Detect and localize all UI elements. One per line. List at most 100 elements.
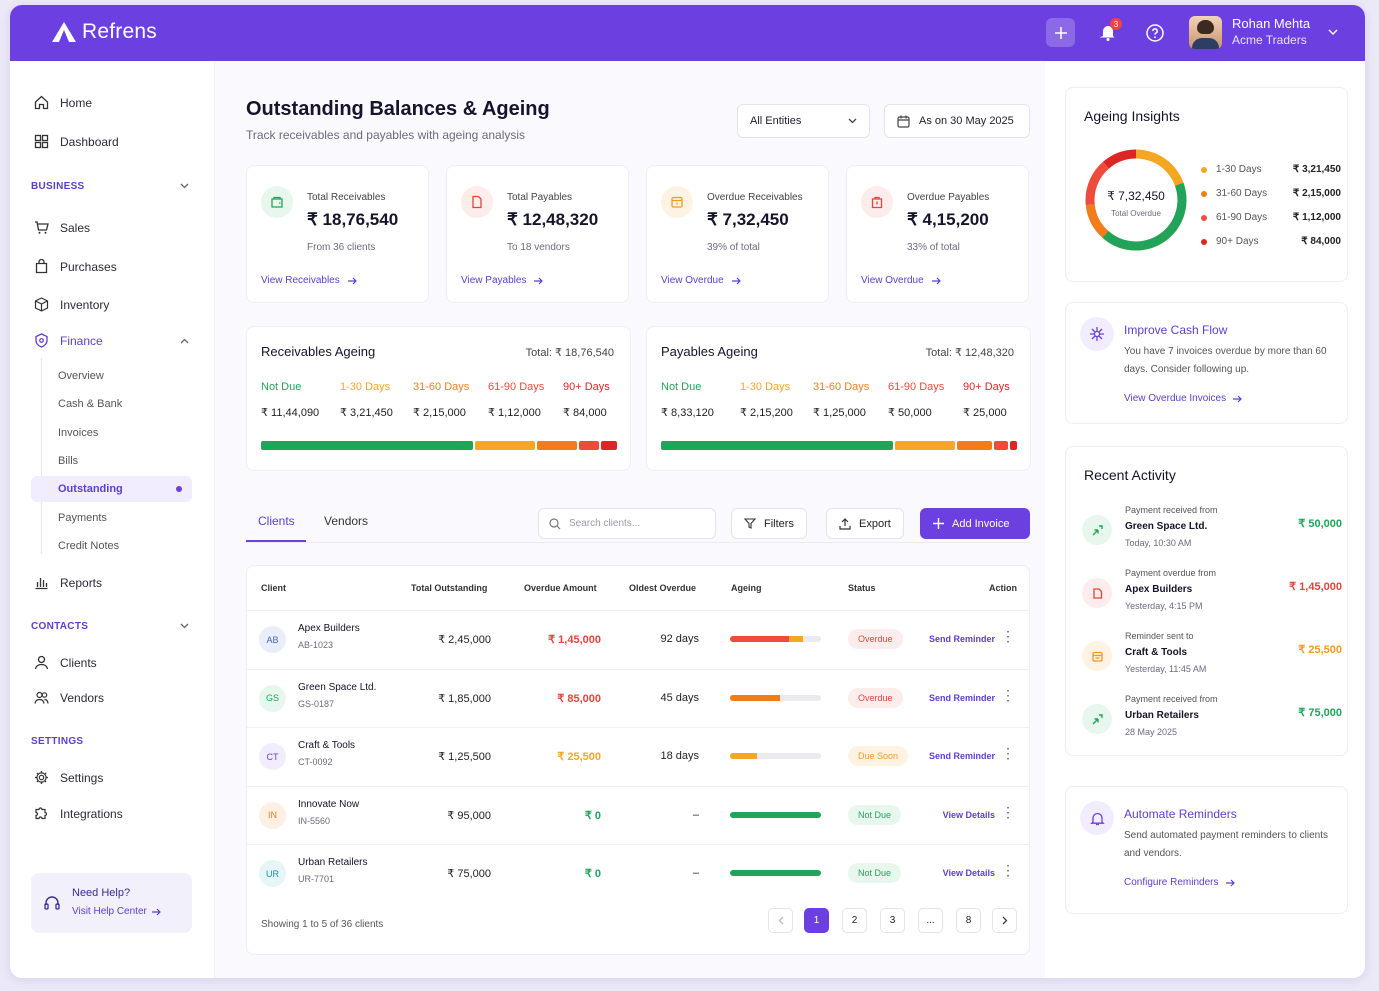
sidebar-item-vendors[interactable]: Vendors [34, 690, 104, 705]
chevron-up-icon[interactable] [180, 338, 189, 344]
kpi-label: Overdue Payables [907, 192, 990, 203]
view-overdue-invoices-link[interactable]: View Overdue Invoices [1124, 393, 1242, 404]
avatar [1189, 15, 1222, 49]
client-name[interactable]: Urban Retailers [298, 857, 368, 868]
column-header-total-outstanding: Total Outstanding [411, 583, 488, 593]
more-options-icon[interactable]: ⋮ [1001, 628, 1015, 644]
sidebar-item-purchases[interactable]: Purchases [34, 259, 117, 274]
activity-item[interactable]: Payment overdue from Apex Builders Yesterd… [1080, 568, 1342, 630]
app-logo[interactable]: Refrens [52, 20, 157, 44]
more-options-icon[interactable]: ⋮ [1001, 745, 1015, 761]
more-options-icon[interactable]: ⋮ [1001, 803, 1015, 820]
help-button[interactable] [1141, 19, 1169, 47]
date-picker-button[interactable]: As on 30 May 2025 [884, 104, 1030, 138]
chevron-down-icon[interactable] [180, 623, 189, 629]
sidebar-sub-invoices[interactable]: Invoices [58, 427, 99, 439]
filters-button[interactable]: Filters [731, 508, 807, 539]
filter-icon [744, 518, 756, 529]
client-name[interactable]: Apex Builders [298, 623, 360, 634]
view-overdue-receivables-link[interactable]: View Overdue [661, 275, 741, 286]
kpi-card-overdue-receivables: Overdue Receivables ₹ 7,32,450 39% of to… [646, 165, 829, 303]
search-placeholder: Search clients... [569, 518, 641, 529]
send-reminder-button[interactable]: Send Reminder [928, 634, 995, 644]
user-menu[interactable]: Rohan Mehta Acme Traders [1189, 15, 1338, 49]
client-name[interactable]: Craft & Tools [298, 740, 356, 751]
export-button[interactable]: Export [826, 508, 904, 539]
oldest-overdue: 92 days [660, 633, 699, 645]
entity-select[interactable]: All Entities [737, 104, 870, 138]
view-overdue-payables-link[interactable]: View Overdue [861, 275, 941, 286]
client-name[interactable]: Green Space Ltd. [298, 681, 377, 693]
status-badge: Overdue [848, 687, 903, 708]
ageing-bar-segment [895, 441, 956, 450]
sidebar-item-integrations[interactable]: Integrations [34, 806, 123, 821]
sidebar-item-inventory[interactable]: Inventory [34, 297, 109, 312]
client-code: GS-0187 [298, 698, 335, 709]
help-center-link[interactable]: Visit Help Center [72, 906, 161, 917]
bucket-label: 90+ Days [563, 381, 610, 393]
more-options-icon[interactable]: ⋮ [1001, 686, 1015, 703]
pagination-page-1[interactable]: 1 [804, 908, 829, 933]
ageing-mini-bar [730, 753, 821, 759]
bucket-value: ₹ 8,33,120 [661, 407, 714, 419]
app-window: Refrens 3 Rohan Mehta Acme Traders Home [10, 5, 1365, 978]
configure-reminders-link[interactable]: Configure Reminders [1124, 877, 1235, 888]
sidebar-item-settings[interactable]: Settings [34, 770, 103, 785]
section-contacts-title[interactable]: CONTACTS [31, 621, 89, 632]
client-name[interactable]: Innovate Now [298, 798, 360, 810]
activity-icon-wrap [1082, 578, 1112, 608]
view-receivables-link[interactable]: View Receivables [261, 275, 357, 286]
send-reminder-button[interactable]: Send Reminder [928, 751, 995, 761]
notifications-button[interactable]: 3 [1094, 18, 1122, 46]
ageing-bar-segment [957, 441, 993, 450]
activity-item[interactable]: Reminder sent to Craft & Tools Yesterday, … [1080, 631, 1342, 693]
sidebar-item-clients[interactable]: Clients [34, 655, 97, 670]
sidebar-sub-outstanding[interactable]: Outstanding [58, 483, 123, 495]
sidebar-item-dashboard[interactable]: Dashboard [34, 134, 119, 149]
pagination-prev-button[interactable] [768, 908, 793, 933]
sparkle-icon [1090, 327, 1104, 341]
more-options-icon[interactable]: ⋮ [1001, 862, 1015, 878]
sidebar-item-finance[interactable]: Finance [34, 333, 103, 348]
arrow-right-icon [1225, 879, 1235, 886]
sidebar-sub-bills[interactable]: Bills [58, 455, 79, 467]
tab-clients[interactable]: Clients [258, 514, 295, 528]
search-input[interactable]: Search clients... [538, 508, 716, 539]
section-business-title[interactable]: BUSINESS [31, 181, 85, 192]
table-row: UR Urban Retailers UR-7701 ₹ 75,000 ₹ 0 – Not … [247, 844, 1029, 902]
search-icon [549, 517, 561, 529]
donut-total-label: Total Overdue [1111, 209, 1161, 218]
sidebar-item-reports[interactable]: Reports [34, 575, 102, 590]
view-details-button[interactable]: View Details [942, 809, 995, 820]
status-badge: Not Due [848, 863, 902, 883]
quick-add-button[interactable] [1046, 18, 1075, 47]
view-payables-link[interactable]: View Payables [461, 275, 544, 286]
tab-vendors[interactable]: Vendors [324, 514, 369, 528]
activity-time: Today, 10:30 AM [1125, 538, 1192, 548]
activity-item[interactable]: Payment received from Urban Retailers 28 M… [1080, 694, 1342, 756]
sidebar-sub-credit-notes[interactable]: Credit Notes [58, 540, 120, 552]
export-button-label: Export [859, 517, 891, 530]
send-reminder-button[interactable]: Send Reminder [928, 692, 995, 703]
activity-icon-wrap [1082, 515, 1112, 545]
plus-icon [933, 518, 944, 529]
pagination-next-button[interactable] [992, 908, 1017, 933]
pagination-page-2[interactable]: 2 [842, 908, 867, 933]
pagination-page-8[interactable]: 8 [956, 908, 981, 933]
sidebar-sub-payments[interactable]: Payments [58, 512, 107, 524]
activity-item[interactable]: Payment received from Green Space Ltd. Tod… [1080, 505, 1342, 567]
add-invoice-button[interactable]: Add Invoice [920, 508, 1030, 539]
activity-name: Green Space Ltd. [1125, 521, 1208, 532]
sidebar-sub-cash-bank[interactable]: Cash & Bank [58, 398, 123, 410]
chevron-down-icon[interactable] [180, 183, 189, 189]
view-details-button[interactable]: View Details [942, 868, 995, 878]
bucket-value: ₹ 2,15,000 [413, 407, 466, 419]
sidebar-item-sales[interactable]: Sales [34, 220, 90, 235]
activity-amount: ₹ 50,000 [1298, 518, 1342, 530]
ageing-stacked-bar [661, 441, 1017, 450]
shopping-bag-icon [35, 259, 48, 274]
pagination-page-3[interactable]: 3 [880, 908, 905, 933]
sidebar-sub-overview[interactable]: Overview [58, 370, 104, 382]
sidebar-item-home[interactable]: Home [34, 95, 92, 110]
activity-amount: ₹ 1,45,000 [1289, 581, 1342, 593]
